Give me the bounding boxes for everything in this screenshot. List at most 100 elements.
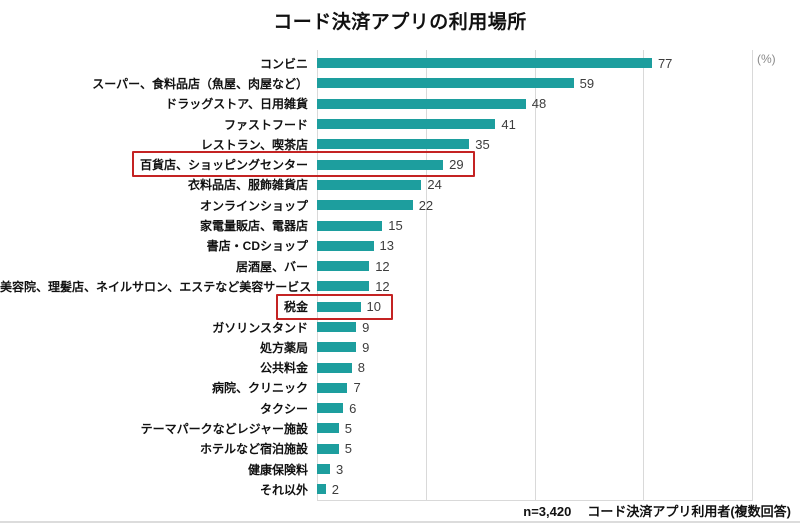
bar <box>317 200 413 211</box>
chart-row: 書店・CDショップ 13 <box>0 236 800 256</box>
bar <box>317 261 370 272</box>
bar <box>317 179 422 190</box>
chart-row: 病院、クリニック 7 <box>0 378 800 398</box>
category-label: それ以外 <box>259 482 308 497</box>
value-label: 2 <box>331 481 339 497</box>
bar <box>317 58 652 69</box>
category-label: 健康保険料 <box>247 462 308 477</box>
chart-row: 百貨店、ショッピングセンター 29 <box>0 151 800 178</box>
value-label: 7 <box>353 380 361 396</box>
gridline-75 <box>643 50 645 500</box>
chart-row: ホテルなど宿泊施設 5 <box>0 439 800 459</box>
bar <box>317 240 374 251</box>
chart-row: 税金 10 <box>0 293 800 320</box>
value-label: 59 <box>579 75 595 91</box>
bar <box>317 464 331 475</box>
value-label: 48 <box>531 96 547 112</box>
gridline-100 <box>752 50 753 500</box>
bar <box>317 98 526 109</box>
bar <box>317 281 370 292</box>
category-label: 公共料金 <box>259 361 308 376</box>
category-label: ファストフード <box>223 117 308 132</box>
bottom-divider <box>0 521 800 523</box>
value-label: 6 <box>349 400 357 416</box>
chart-row: 衣料品店、服飾雑貨店 24 <box>0 175 800 195</box>
chart-row: スーパー、食料品店（魚屋、肉屋など） 59 <box>0 73 800 93</box>
chart-row: タクシー 6 <box>0 398 800 418</box>
category-label: 病院、クリニック <box>211 381 308 396</box>
category-label: 処方薬局 <box>259 340 308 355</box>
category-label: ドラッグストア、日用雑貨 <box>165 97 308 112</box>
bar <box>317 423 339 434</box>
chart-row: 居酒屋、バー 12 <box>0 256 800 276</box>
chart-row: オンラインショップ 22 <box>0 195 800 215</box>
category-label: 衣料品店、服飾雑貨店 <box>187 178 308 193</box>
bar <box>317 443 339 454</box>
plot-area: (%) コンビニ 77 スーパー、食料品店（魚屋、肉屋など） 59 ドラッグストア、日用… <box>0 50 800 505</box>
category-label: レストラン、喫茶店 <box>200 137 308 152</box>
bar <box>317 484 326 495</box>
bar <box>317 78 574 89</box>
bar <box>317 159 444 170</box>
category-label: 居酒屋、バー <box>235 259 308 274</box>
bar <box>317 139 470 150</box>
value-label: 9 <box>362 319 370 335</box>
chart-row: 健康保険料 3 <box>0 459 800 479</box>
chart-row: 家電量販店、電器店 15 <box>0 215 800 235</box>
category-label: 百貨店、ショッピングセンター <box>139 158 308 173</box>
bar <box>317 382 348 393</box>
value-label: 10 <box>366 299 381 315</box>
category-label: タクシー <box>259 401 308 416</box>
value-label: 41 <box>501 116 516 132</box>
value-label: 13 <box>379 238 395 254</box>
chart-row: テーマパークなどレジャー施設 5 <box>0 418 800 438</box>
value-label: 9 <box>362 339 370 355</box>
respondent-note: コード決済アプリ利用者(複数回答) <box>587 504 791 519</box>
value-label: 12 <box>375 258 390 274</box>
chart-row: ファストフード 41 <box>0 114 800 134</box>
unit-label: (%) <box>757 52 776 66</box>
chart-title: コード決済アプリの利用場所 <box>273 12 527 33</box>
category-label: 書店・CDショップ <box>206 239 308 254</box>
bar <box>317 119 496 130</box>
value-label: 5 <box>344 441 352 457</box>
chart-row: ドラッグストア、日用雑貨 48 <box>0 94 800 114</box>
bar <box>317 322 357 332</box>
bar <box>317 220 383 231</box>
category-label: テーマパークなどレジャー施設 <box>140 421 308 436</box>
sample-size: n=3,420 <box>523 504 572 519</box>
category-label: ガソリンスタンド <box>212 320 308 335</box>
bar <box>317 301 361 312</box>
value-label: 29 <box>449 157 464 173</box>
bar <box>317 342 357 353</box>
value-label: 8 <box>357 360 366 376</box>
chart-row: 美容院、理髪店、ネイルサロン、エステなど美容サービス 12 <box>0 276 800 296</box>
bar <box>317 403 344 414</box>
category-label: 税金 <box>283 300 308 315</box>
value-label: 12 <box>375 278 390 294</box>
value-label: 35 <box>475 136 490 152</box>
value-label: 15 <box>388 218 403 234</box>
category-label: スーパー、食料品店（魚屋、肉屋など） <box>92 76 308 91</box>
value-label: 24 <box>427 177 442 193</box>
chart-row: ガソリンスタンド 9 <box>0 317 800 337</box>
category-label: 美容院、理髪店、ネイルサロン、エステなど美容サービス <box>0 279 312 294</box>
value-label: 77 <box>657 55 673 71</box>
category-label: ホテルなど宿泊施設 <box>199 442 308 457</box>
chart-row: それ以外 2 <box>0 479 800 499</box>
category-label: 家電量販店、電器店 <box>199 219 308 234</box>
value-label: 5 <box>344 420 352 436</box>
category-label: オンラインショップ <box>199 198 308 213</box>
x-axis-baseline <box>317 500 753 501</box>
gridline-0 <box>317 50 318 500</box>
source-note: n=3,420 コード決済アプリ利用者(複数回答) <box>523 501 791 520</box>
gridline-25 <box>425 50 427 500</box>
chart-row: 処方薬局 9 <box>0 337 800 357</box>
value-label: 3 <box>336 461 344 477</box>
plot-rows: コンビニ 77 スーパー、食料品店（魚屋、肉屋など） 59 ドラッグストア、日用雑貨 48… <box>0 53 800 500</box>
chart-row: コンビニ 77 <box>0 53 800 73</box>
gridline-50 <box>534 50 536 500</box>
value-label: 22 <box>418 197 434 213</box>
category-label: コンビニ <box>259 56 308 71</box>
chart-row: レストラン、喫茶店 35 <box>0 134 800 154</box>
